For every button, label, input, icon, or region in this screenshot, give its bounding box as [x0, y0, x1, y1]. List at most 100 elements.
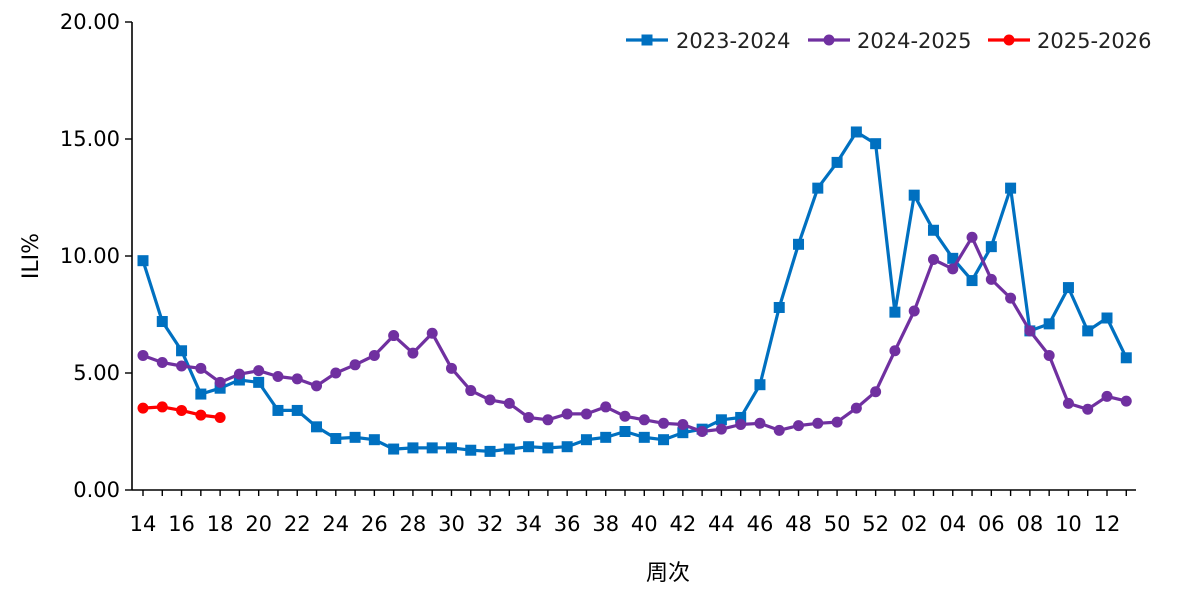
legend-marker [641, 34, 653, 46]
data-point [947, 252, 959, 264]
data-point [311, 380, 323, 392]
x-tick-label: 16 [168, 512, 195, 536]
data-point [291, 404, 303, 416]
y-tick-label: 20.00 [60, 10, 120, 34]
data-point [715, 423, 727, 435]
data-point [1101, 390, 1113, 402]
data-point [927, 224, 939, 236]
data-point [445, 362, 457, 374]
y-tick-label: 0.00 [73, 478, 120, 502]
data-point [1082, 403, 1094, 415]
data-point [233, 374, 245, 386]
x-tick-label: 02 [901, 512, 928, 536]
legend-item: 2023-2024 [626, 29, 790, 53]
data-point [253, 376, 265, 388]
data-point [619, 410, 631, 422]
data-point [580, 408, 592, 420]
data-point [754, 379, 766, 391]
series-2024-2025 [137, 231, 1132, 437]
x-tick-label: 36 [554, 512, 581, 536]
data-point [908, 305, 920, 317]
data-point [773, 424, 785, 436]
data-point [889, 306, 901, 318]
data-point [349, 359, 361, 371]
data-point [831, 416, 843, 428]
data-point [195, 362, 207, 374]
data-point [195, 409, 207, 421]
x-ticks: 14 16 18 20 22 24 26 28 30 32 34 36 38 40 42 44 46 48 50 52… [130, 490, 1127, 536]
y-axis-label: ILI% [19, 233, 44, 279]
data-point [600, 431, 612, 443]
legend-label: 2025-2026 [1037, 29, 1151, 53]
data-point [542, 442, 554, 454]
data-point [388, 443, 400, 455]
series-2023-2024 [137, 126, 1132, 457]
data-point [272, 404, 284, 416]
x-axis-label: 周次 [646, 561, 690, 586]
data-point [1062, 282, 1074, 294]
x-tick-label: 42 [669, 512, 696, 536]
data-point [677, 418, 689, 430]
data-point [947, 263, 959, 275]
data-point [465, 444, 477, 456]
x-tick-label: 34 [515, 512, 542, 536]
data-point [368, 349, 380, 361]
data-point [677, 427, 689, 439]
data-point [176, 404, 188, 416]
legend-marker [823, 34, 835, 46]
x-tick-label: 32 [477, 512, 504, 536]
x-tick-label: 46 [747, 512, 774, 536]
data-point [1005, 292, 1017, 304]
data-point [754, 417, 766, 429]
legend-item: 2025-2026 [988, 29, 1151, 53]
data-point [580, 434, 592, 446]
data-point [735, 418, 747, 430]
legend-marker [1003, 34, 1015, 46]
series-line [142, 235, 1127, 434]
x-tick-label: 40 [631, 512, 658, 536]
data-point [426, 442, 438, 454]
x-tick-label: 38 [592, 512, 619, 536]
series-line [141, 130, 1128, 453]
data-point [600, 401, 612, 413]
data-point [812, 182, 824, 194]
data-point [176, 360, 188, 372]
data-point [349, 431, 361, 443]
data-point [523, 411, 535, 423]
data-point [870, 138, 882, 150]
data-point [426, 327, 438, 339]
data-point [1101, 312, 1113, 324]
data-point [773, 301, 785, 313]
data-point [850, 126, 862, 138]
x-tick-label: 22 [284, 512, 311, 536]
data-point [1120, 352, 1132, 364]
data-point [445, 442, 457, 454]
series-2025-2026 [137, 401, 226, 423]
data-point [927, 254, 939, 266]
data-point [735, 411, 747, 423]
data-point [214, 376, 226, 388]
data-point [812, 417, 824, 429]
data-point [1005, 182, 1017, 194]
data-point [137, 402, 149, 414]
x-tick-label: 26 [361, 512, 388, 536]
data-point [156, 316, 168, 328]
data-point [638, 414, 650, 426]
data-point [214, 382, 226, 394]
data-point [156, 356, 168, 368]
x-tick-label: 24 [322, 512, 349, 536]
y-tick-label: 10.00 [60, 244, 120, 268]
data-point [137, 349, 149, 361]
x-tick-label: 20 [245, 512, 272, 536]
data-point [330, 433, 342, 445]
data-point [1024, 325, 1036, 337]
legend-item: 2024-2025 [808, 29, 971, 53]
data-point [137, 255, 149, 267]
legend: 2023-2024 2024-2025 2025-2026 [626, 29, 1151, 53]
x-tick-label: 30 [438, 512, 465, 536]
data-point [484, 394, 496, 406]
data-point [638, 431, 650, 443]
data-point [388, 330, 400, 342]
